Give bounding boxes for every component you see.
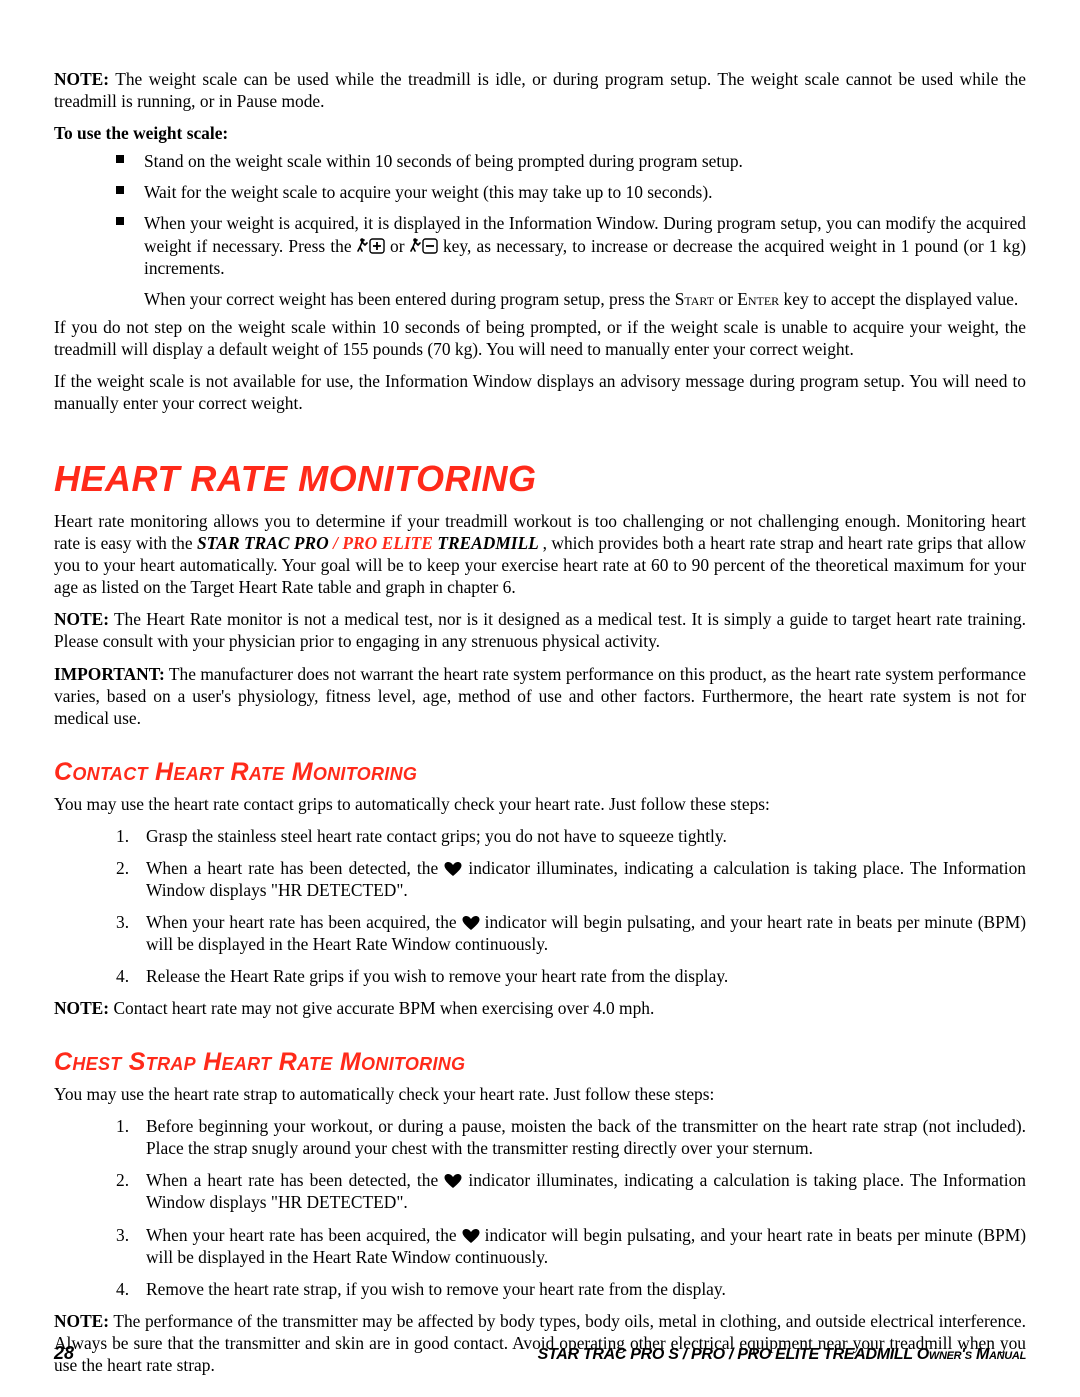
runner-plus-key-icon [357, 237, 385, 255]
list-item: When a heart rate has been detected, the… [146, 857, 1026, 901]
text: When a heart rate has been detected, the [146, 858, 444, 878]
list-item: Wait for the weight scale to acquire you… [116, 181, 1026, 203]
text: When your correct weight has been entere… [144, 289, 675, 309]
text: or [714, 289, 737, 309]
heart-rate-intro: Heart rate monitoring allows you to dete… [54, 510, 1026, 598]
brand-text: STAR TRAC PRO / PRO ELITE TREADMILL [197, 533, 543, 553]
weight-para-unavailable: If the weight scale is not available for… [54, 370, 1026, 414]
brand-elite: PRO ELITE [342, 533, 432, 553]
list-item: Before beginning your workout, or during… [146, 1115, 1026, 1159]
runner-minus-key-icon [410, 237, 438, 255]
list-item: Stand on the weight scale within 10 seco… [116, 150, 1026, 172]
brand-pro: STAR TRAC PRO [197, 533, 329, 553]
brand-treadmill: TREADMILL [433, 533, 538, 553]
note-label: NOTE: [54, 69, 109, 89]
chest-hr-steps: Before beginning your workout, or during… [54, 1115, 1026, 1300]
start-key-text: Start [675, 289, 714, 309]
heart-icon [462, 1229, 480, 1244]
note-weight-scale: NOTE: The weight scale can be used while… [54, 68, 1026, 112]
note-label: NOTE: [54, 998, 109, 1018]
list-item: When your heart rate has been acquired, … [146, 911, 1026, 955]
weight-continuation: When your correct weight has been entere… [144, 288, 1026, 310]
contact-hr-steps: Grasp the stainless steel heart rate con… [54, 825, 1026, 988]
note-label: NOTE: [54, 609, 109, 629]
text: When your heart rate has been acquired, … [146, 1225, 462, 1245]
heart-icon [444, 862, 462, 877]
text: When your heart rate has been acquired, … [146, 912, 462, 932]
page-footer: 28 STAR TRAC PRO S / PRO / PRO ELITE TRE… [54, 1342, 1026, 1365]
important-not-warranted: IMPORTANT: The manufacturer does not war… [54, 663, 1026, 729]
heading-contact-hr: Contact Heart Rate Monitoring [54, 757, 1026, 789]
footer-title: STAR TRAC PRO S / PRO / PRO ELITE TREADM… [538, 1345, 1026, 1365]
note-label: NOTE: [54, 1311, 109, 1331]
brand-slash: / [329, 533, 343, 553]
contact-hr-intro: You may use the heart rate contact grips… [54, 793, 1026, 815]
note-text: The weight scale can be used while the t… [54, 69, 1026, 111]
list-item: Remove the heart rate strap, if you wish… [146, 1278, 1026, 1300]
note-not-medical: NOTE: The Heart Rate monitor is not a me… [54, 608, 1026, 652]
note-text: The Heart Rate monitor is not a medical … [54, 609, 1026, 651]
page-number: 28 [54, 1342, 74, 1365]
heading-heart-rate-monitoring: HEART RATE MONITORING [54, 456, 1026, 502]
chest-hr-intro: You may use the heart rate strap to auto… [54, 1083, 1026, 1105]
text: key to accept the displayed value. [779, 289, 1018, 309]
text: or [390, 236, 410, 256]
important-label: IMPORTANT: [54, 664, 165, 684]
heart-icon [444, 1174, 462, 1189]
weight-steps-list: Stand on the weight scale within 10 seco… [54, 150, 1026, 278]
text: When a heart rate has been detected, the [146, 1170, 444, 1190]
list-item: When a heart rate has been detected, the… [146, 1169, 1026, 1213]
enter-key-text: Enter [737, 289, 779, 309]
note-text: Contact heart rate may not give accurate… [113, 998, 654, 1018]
weight-scale-heading: To use the weight scale: [54, 122, 1026, 144]
list-item: When your heart rate has been acquired, … [146, 1224, 1026, 1268]
heart-icon [462, 916, 480, 931]
list-item: Release the Heart Rate grips if you wish… [146, 965, 1026, 987]
important-text: The manufacturer does not warrant the he… [54, 664, 1026, 728]
note-contact-hr: NOTE: Contact heart rate may not give ac… [54, 997, 1026, 1019]
heading-chest-hr: Chest Strap Heart Rate Monitoring [54, 1047, 1026, 1079]
list-item: Grasp the stainless steel heart rate con… [146, 825, 1026, 847]
list-item: When your weight is acquired, it is disp… [116, 212, 1026, 278]
weight-para-default: If you do not step on the weight scale w… [54, 316, 1026, 360]
